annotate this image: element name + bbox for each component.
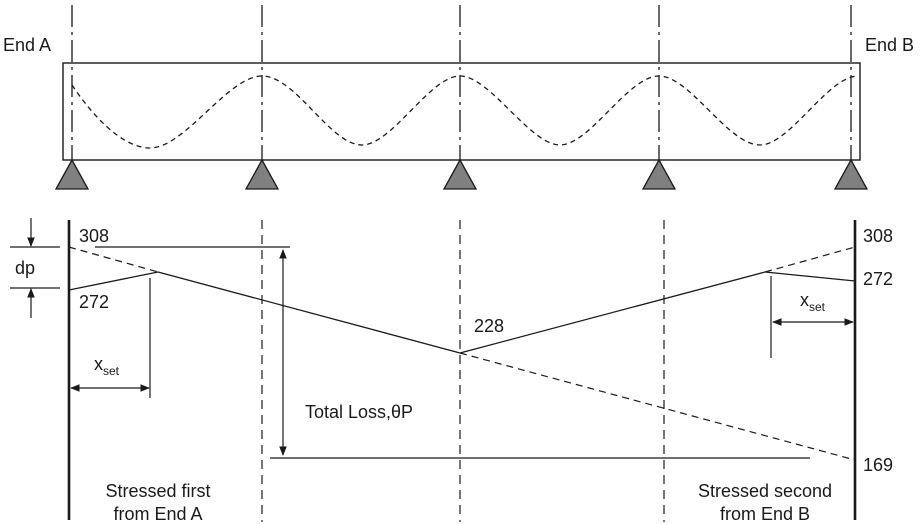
final-force-profile <box>68 271 856 354</box>
end-b-anchor-value: 272 <box>863 269 893 289</box>
xset-b-label: xset <box>800 290 826 314</box>
interior-dashed-lines <box>261 220 665 522</box>
xset-dimension-b <box>770 276 854 358</box>
end-b-jack-dashed <box>764 246 856 273</box>
stressed-b-label-line2: from End B <box>720 504 810 524</box>
support-5 <box>833 158 869 190</box>
support-centerlines <box>71 5 852 168</box>
support-2 <box>244 158 280 190</box>
supports <box>54 158 869 190</box>
stressed-b-label: Stressed second <box>698 481 832 501</box>
jacking-dashed-lines <box>68 246 856 461</box>
support-4 <box>641 158 677 190</box>
dp-label: dp <box>15 258 35 278</box>
end-b-friction-line <box>459 271 766 354</box>
end-b-jack-value: 308 <box>863 226 893 246</box>
dp-dimension <box>10 218 60 318</box>
far-end-value: 169 <box>863 455 893 475</box>
end-a-jack-value: 308 <box>79 226 109 246</box>
stressed-a-label: Stressed first <box>105 481 210 501</box>
xset-dimension-a <box>70 278 151 398</box>
end-a-friction-continuation <box>459 352 856 461</box>
xset-a-label: xset <box>94 354 120 378</box>
total-loss-reference <box>95 246 810 459</box>
total-loss-label: Total Loss,θP <box>305 402 413 422</box>
end-a-anchor-set-line <box>68 271 159 291</box>
stressed-a-label-line2: from End A <box>113 504 202 524</box>
loss-diagram: 308 272 308 272 228 169 dp xset xset Tot… <box>10 218 893 524</box>
support-3 <box>442 158 478 190</box>
beam-elevation: End A End B <box>3 5 914 190</box>
end-b-label: End B <box>865 35 914 55</box>
end-a-label: End A <box>3 35 51 55</box>
end-a-anchor-value: 272 <box>79 292 109 312</box>
mid-value: 228 <box>474 316 504 336</box>
support-1 <box>54 158 90 190</box>
end-a-friction-line <box>157 271 461 354</box>
end-a-jack-dashed <box>68 246 159 273</box>
end-b-anchor-set-line <box>764 271 856 282</box>
beam-outline <box>62 62 861 161</box>
tendon-profile <box>71 75 859 149</box>
